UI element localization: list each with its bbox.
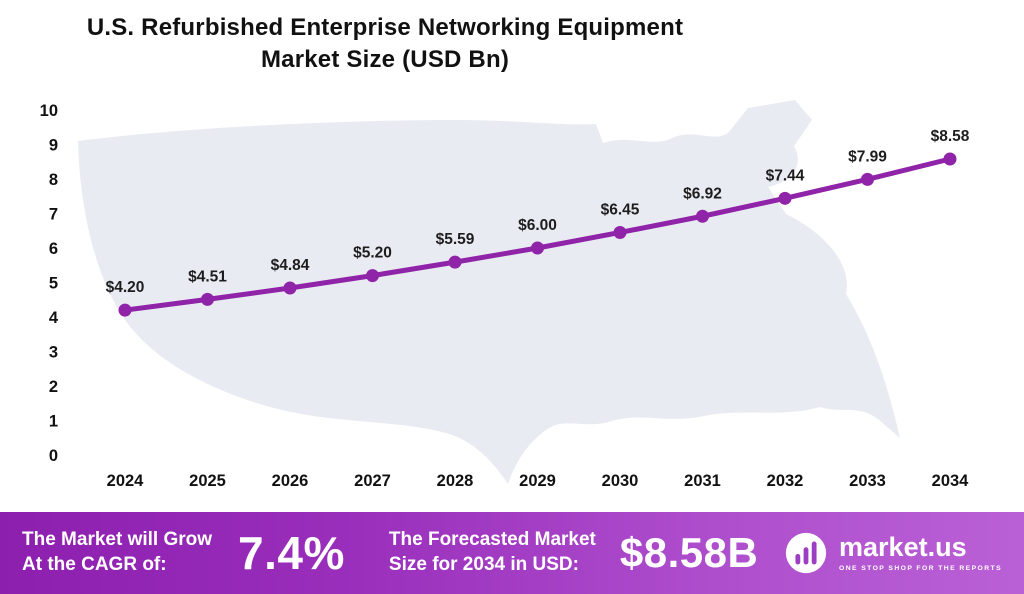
- cagr-value: 7.4%: [238, 527, 345, 579]
- market-size-line-chart: 0 1 2 3 4 5 6 7 8 9 10 2024 2025 2026 2027 2028 2029 2030…: [40, 100, 970, 490]
- chart-title: U.S. Refurbished Enterprise Networking E…: [0, 12, 770, 77]
- y-tick-label: 7: [49, 206, 58, 224]
- cagr-label-line1: The Market will Grow: [22, 529, 213, 551]
- logo-tagline: ONE STOP SHOP FOR THE REPORTS: [839, 565, 1002, 572]
- x-tick-label: 2033: [849, 472, 886, 490]
- x-tick-label: 2026: [272, 472, 309, 490]
- cagr-label: The Market will Grow At the CAGR of:: [22, 528, 212, 577]
- y-tick-label: 9: [49, 137, 58, 155]
- x-tick-label: 2028: [437, 472, 474, 490]
- us-map-background: [78, 100, 900, 484]
- x-tick-label: 2024: [107, 472, 145, 490]
- data-point: [943, 152, 957, 166]
- data-point: [118, 303, 132, 317]
- data-point: [366, 269, 379, 283]
- data-point-label: $4.20: [106, 279, 145, 296]
- chart-title-line1: U.S. Refurbished Enterprise Networking E…: [86, 14, 684, 41]
- y-tick-label: 6: [49, 240, 58, 258]
- forecast-value: $8.58B: [619, 529, 759, 576]
- y-tick-label: 4: [49, 309, 59, 327]
- data-point-label: $7.99: [848, 148, 887, 165]
- data-point-label: $6.92: [683, 185, 722, 202]
- forecast-label-line1: The Forecasted Market: [388, 529, 596, 551]
- data-point-label: $5.20: [353, 245, 392, 262]
- data-point: [778, 191, 792, 205]
- y-tick-label: 10: [40, 102, 58, 120]
- market-us-logo-wordmark: market.us ONE STOP SHOP FOR THE REPORTS: [839, 532, 1002, 573]
- data-point-label: $6.00: [518, 217, 557, 234]
- y-tick-label: 2: [49, 378, 58, 396]
- data-point: [201, 292, 214, 306]
- x-tick-label: 2027: [354, 472, 391, 490]
- forecast-label: The Forecasted Market Size for 2034 in U…: [389, 528, 596, 577]
- data-point-label: $8.58: [931, 128, 970, 145]
- data-point: [283, 281, 297, 295]
- x-tick-label: 2034: [932, 472, 970, 490]
- y-tick-label: 5: [49, 275, 58, 293]
- footer-banner: The Market will Grow At the CAGR of: 7.4…: [0, 512, 1024, 594]
- forecast-label-line2: Size for 2034 in USD:: [388, 554, 579, 575]
- data-point-label: $4.51: [188, 268, 227, 285]
- data-point: [861, 172, 874, 186]
- cagr-label-line2: At the CAGR of:: [22, 554, 167, 575]
- data-point: [696, 209, 709, 223]
- data-point-label: $6.45: [601, 201, 640, 218]
- x-tick-label: 2030: [602, 472, 639, 490]
- data-point: [448, 255, 462, 269]
- x-tick-label: 2032: [767, 472, 804, 490]
- chart-title-line2: Market Size (USD Bn): [260, 46, 510, 74]
- x-tick-label: 2031: [684, 472, 721, 490]
- data-point-label: $7.44: [766, 167, 805, 184]
- x-tick-label: 2029: [519, 472, 556, 490]
- market-us-logo-icon: [785, 532, 827, 574]
- y-tick-label: 1: [49, 413, 58, 431]
- data-point: [613, 225, 627, 239]
- y-tick-label: 0: [49, 447, 58, 465]
- data-point: [531, 241, 544, 255]
- data-point-label: $4.84: [271, 257, 310, 274]
- x-tick-label: 2025: [189, 472, 226, 490]
- market-us-logo: market.us ONE STOP SHOP FOR THE REPORTS: [783, 530, 1002, 576]
- data-point-label: $5.59: [436, 231, 475, 248]
- y-tick-label: 8: [49, 171, 58, 189]
- y-tick-label: 3: [49, 344, 58, 362]
- logo-text: market.us: [839, 532, 967, 562]
